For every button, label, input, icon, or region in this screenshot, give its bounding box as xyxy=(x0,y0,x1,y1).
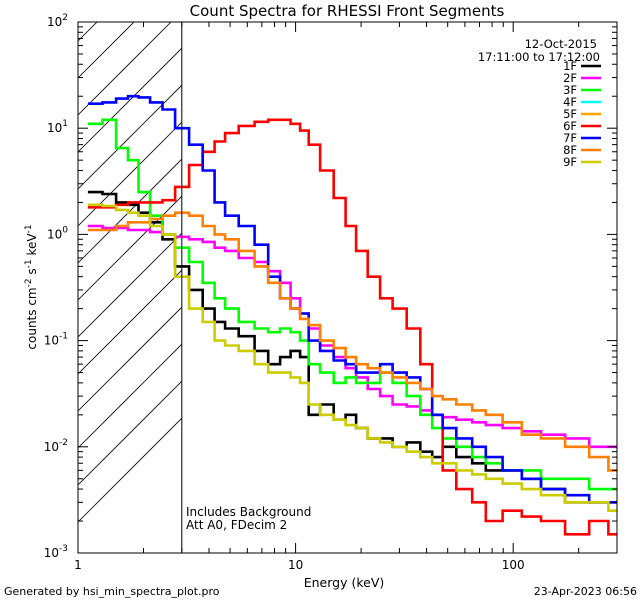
series-1F xyxy=(87,190,617,504)
legend-label-5F: 5F xyxy=(563,107,577,121)
legend-label-6F: 6F xyxy=(563,119,577,133)
y-tick-label: 10-3 xyxy=(44,544,68,560)
legend-label-8F: 8F xyxy=(563,143,577,157)
legend-label-4F: 4F xyxy=(563,95,577,109)
y-tick-label: 10-2 xyxy=(44,438,68,454)
generated-timestamp: 23-Apr-2023 06:56 xyxy=(534,585,637,598)
x-axis-label: Energy (keV) xyxy=(304,575,385,590)
x-tick-label: 100 xyxy=(502,558,525,572)
chart-title: Count Spectra for RHESSI Front Segments xyxy=(190,2,505,20)
series-7F xyxy=(87,94,617,504)
y-tick-label: 101 xyxy=(47,119,68,135)
attenuator-note: Att A0, FDecim 2 xyxy=(186,518,287,532)
plot-frame xyxy=(77,21,618,554)
series-6F xyxy=(87,118,617,536)
legend-label-7F: 7F xyxy=(563,131,577,145)
legend-label-1F: 1F xyxy=(563,59,577,73)
x-tick-label: 1 xyxy=(74,558,82,572)
y-axis-label: counts cm-2 s-1 keV-1 xyxy=(24,224,39,349)
axes: 1 10 100 10-3 10-2 10-1 100 101 102 xyxy=(44,13,618,572)
generated-by: Generated by hsi_min_spectra_plot.pro xyxy=(4,585,220,598)
date-label: 12-Oct-2015 xyxy=(525,37,597,51)
legend-label-3F: 3F xyxy=(563,83,577,97)
y-tick-label: 102 xyxy=(47,13,68,29)
time-range-label: 17:11:00 to 17:12:00 xyxy=(478,50,600,64)
series-9F xyxy=(87,203,617,512)
legend-label-2F: 2F xyxy=(563,71,577,85)
background-note: Includes Background xyxy=(186,505,311,519)
legend-label-9F: 9F xyxy=(563,155,577,169)
x-tick-label: 10 xyxy=(288,558,303,572)
y-tick-label: 10-1 xyxy=(44,332,68,348)
y-tick-label: 100 xyxy=(47,225,68,241)
